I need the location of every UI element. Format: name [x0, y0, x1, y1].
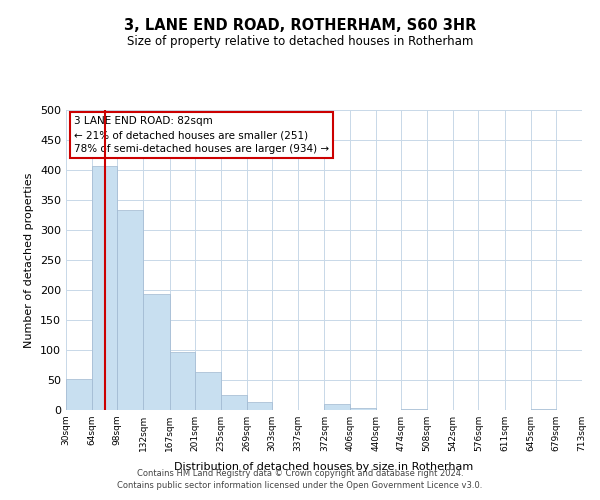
Bar: [247, 402, 272, 410]
Bar: [350, 408, 376, 410]
Bar: [221, 395, 247, 410]
Text: 3, LANE END ROAD, ROTHERHAM, S60 3HR: 3, LANE END ROAD, ROTHERHAM, S60 3HR: [124, 18, 476, 32]
Bar: [66, 379, 92, 410]
Bar: [325, 404, 350, 410]
Text: 3 LANE END ROAD: 82sqm
← 21% of detached houses are smaller (251)
78% of semi-de: 3 LANE END ROAD: 82sqm ← 21% of detached…: [74, 116, 329, 154]
Text: Contains HM Land Registry data © Crown copyright and database right 2024.
Contai: Contains HM Land Registry data © Crown c…: [118, 469, 482, 490]
X-axis label: Distribution of detached houses by size in Rotherham: Distribution of detached houses by size …: [175, 462, 473, 472]
Text: Size of property relative to detached houses in Rotherham: Size of property relative to detached ho…: [127, 35, 473, 48]
Bar: [118, 210, 143, 410]
Y-axis label: Number of detached properties: Number of detached properties: [25, 172, 34, 348]
Bar: [92, 166, 118, 410]
Bar: [143, 294, 170, 410]
Bar: [170, 352, 195, 410]
Bar: [195, 372, 221, 410]
